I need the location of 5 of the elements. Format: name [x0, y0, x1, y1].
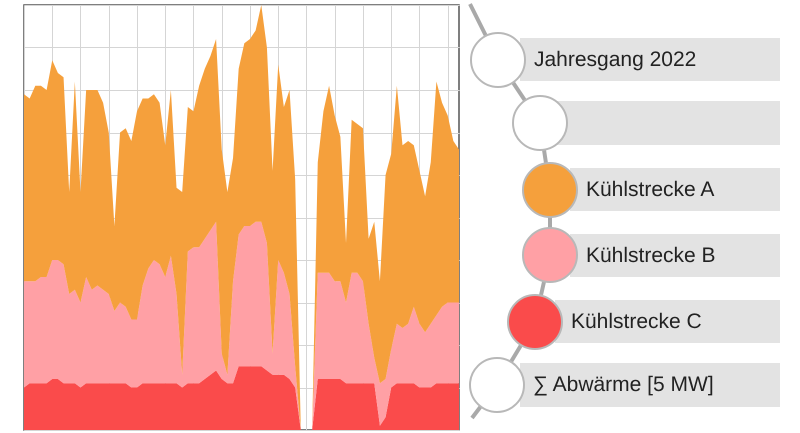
text: Kühlstrecke C	[555, 300, 780, 343]
text: Kühlstrecke B	[570, 234, 780, 277]
text: ∑ Abwärme [5 MW]	[520, 363, 780, 407]
text: Jahresgang 2022	[520, 38, 780, 81]
text: Kühlstrecke A	[570, 168, 780, 211]
